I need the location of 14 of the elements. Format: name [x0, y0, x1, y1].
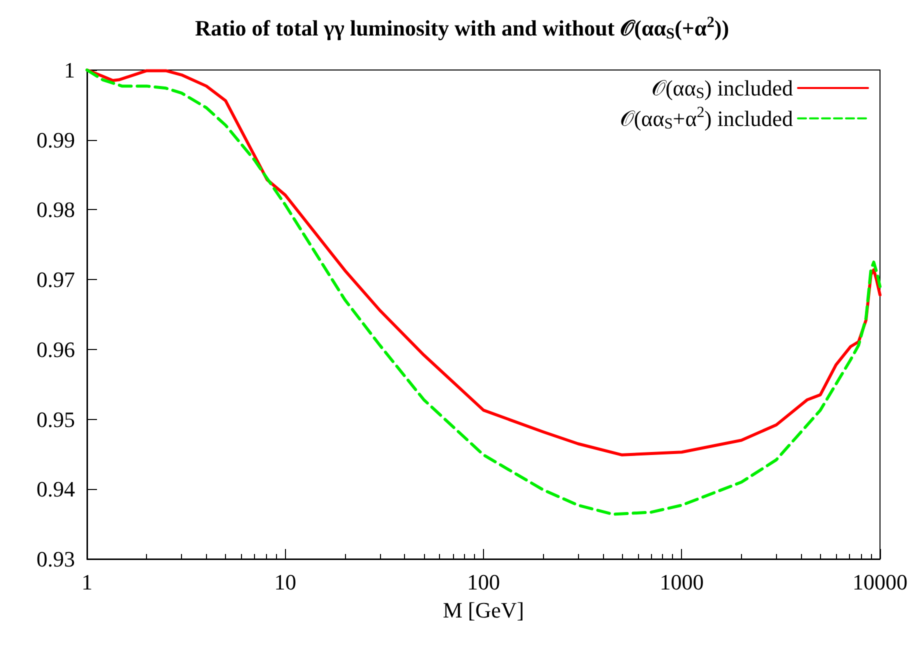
x-tick-label: 10000 [852, 570, 908, 594]
x-tick-label: 100 [467, 570, 500, 594]
x-axis-title: M [GeV] [442, 598, 524, 622]
y-tick-label: 0.97 [36, 267, 75, 292]
y-tick-label: 0.99 [36, 127, 75, 152]
y-tick-label: 0.94 [36, 476, 75, 502]
y-tick-label: 0.93 [36, 546, 75, 572]
x-tick-label: 1000 [660, 570, 704, 594]
x-tick-label: 1 [82, 570, 92, 594]
x-tick-label: 10 [274, 570, 296, 594]
y-tick-label: 0.96 [36, 336, 75, 362]
y-tick-label: 0.98 [36, 197, 75, 222]
y-tick-label: 1 [64, 58, 75, 82]
y-tick-label: 0.95 [36, 406, 75, 432]
